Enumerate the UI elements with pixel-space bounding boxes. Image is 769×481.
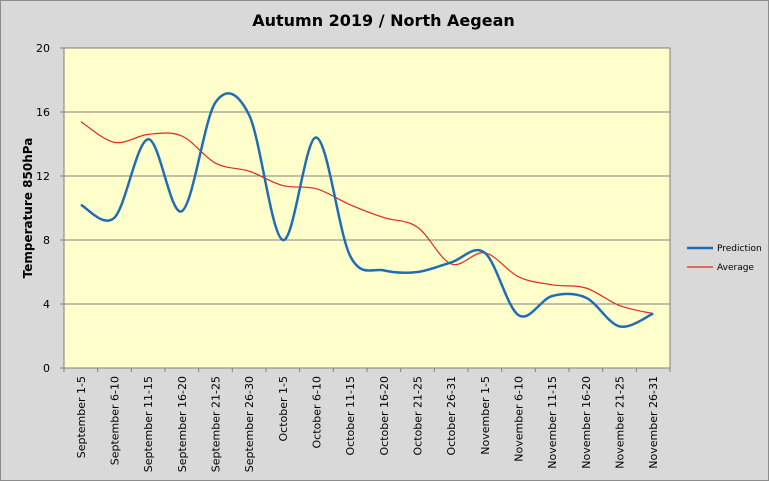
x-tick-label: October 11-15 bbox=[344, 376, 357, 455]
y-tick-label: 4 bbox=[43, 298, 50, 311]
x-tick-label: October 16-20 bbox=[378, 376, 391, 455]
y-axis-label: Temperature 850hPa bbox=[21, 138, 35, 279]
plot-area bbox=[63, 47, 671, 369]
x-tick-label: November 21-25 bbox=[614, 376, 627, 469]
y-tick-label: 8 bbox=[43, 234, 50, 247]
x-tick-label: October 21-25 bbox=[412, 376, 425, 455]
x-tick-label: November 16-20 bbox=[580, 376, 593, 469]
x-tick-label: October 6-10 bbox=[311, 376, 324, 448]
chart-title: Autumn 2019 / North Aegean bbox=[252, 11, 515, 30]
series-layer bbox=[80, 92, 654, 328]
legend-label-average: Average bbox=[717, 263, 754, 273]
legend: Prediction Average bbox=[687, 244, 762, 273]
y-tick-label: 0 bbox=[43, 362, 50, 375]
x-tick-label: October 26-31 bbox=[445, 376, 458, 455]
series-line-average bbox=[80, 121, 654, 315]
series-line-prediction bbox=[80, 92, 654, 328]
x-tick-label: September 21-25 bbox=[210, 376, 223, 472]
x-tick-label: September 1-5 bbox=[75, 376, 88, 458]
x-tick-labels: September 1-5 September 6-10 September 11-… bbox=[75, 376, 660, 472]
y-tick-labels: 0 4 8 12 16 20 bbox=[36, 42, 50, 375]
x-tick-label: November 1-5 bbox=[479, 376, 492, 455]
x-tick-label: September 26-30 bbox=[243, 376, 256, 472]
x-tick-label: November 26-31 bbox=[647, 376, 660, 469]
y-tick-label: 20 bbox=[36, 42, 50, 55]
y-tick-label: 12 bbox=[36, 170, 50, 183]
x-tick-label: November 6-10 bbox=[513, 376, 526, 462]
y-tick-label: 16 bbox=[36, 106, 50, 119]
legend-label-prediction: Prediction bbox=[717, 244, 762, 254]
x-tick-label: November 11-15 bbox=[546, 376, 559, 469]
x-tick-label: September 16-20 bbox=[176, 376, 189, 472]
x-tick-label: September 6-10 bbox=[109, 376, 122, 465]
x-tick-label: September 11-15 bbox=[142, 376, 155, 472]
x-tick-label: October 1-5 bbox=[277, 376, 290, 441]
